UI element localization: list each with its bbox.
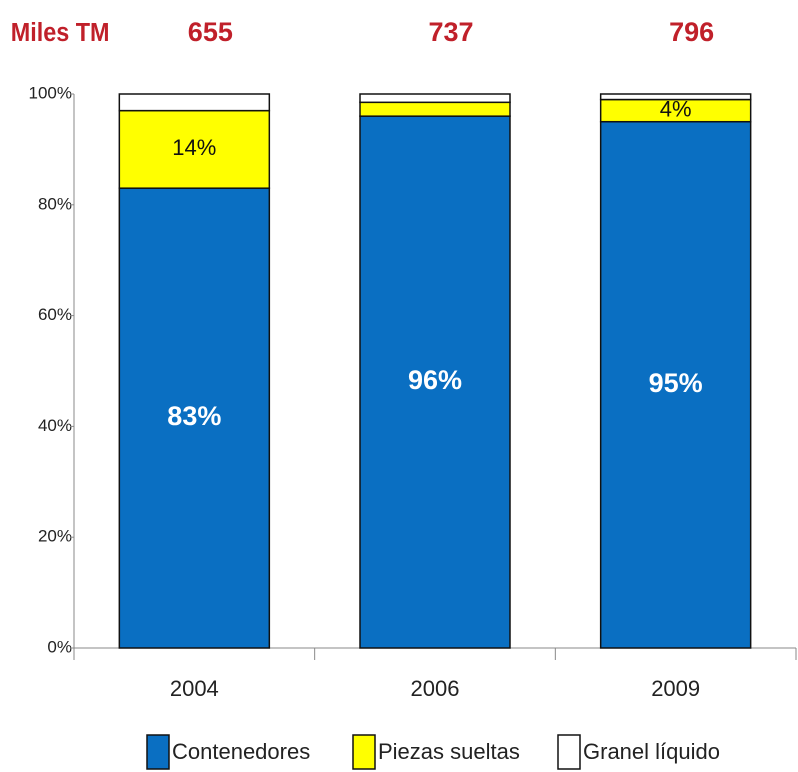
legend-swatch [146,734,170,770]
total-label: 796 [669,17,714,47]
legend-label: Granel líquido [583,739,720,764]
x-tick-label: 2006 [411,676,460,701]
bar-segment [359,101,511,117]
y-tick-label: 100% [29,83,72,102]
data-label: 95% [649,368,703,398]
y-tick-label: 0% [47,637,72,656]
legend-label: Contenedores [172,739,310,764]
legend-swatch [557,734,581,770]
data-label: 4% [660,96,692,121]
bar-segment [118,93,271,112]
total-label: 737 [428,17,473,47]
x-tick-label: 2009 [651,676,700,701]
y-tick-label: 20% [38,527,72,546]
y-tick-label: 60% [38,305,72,324]
x-tick-label: 2004 [170,676,219,701]
y-tick-label: 80% [38,194,72,213]
legend-label: Piezas sueltas [378,739,520,764]
bar-segment [359,93,511,104]
bar-segment [118,187,271,649]
totals-label: Miles TM [11,19,110,47]
legend-swatch [352,734,376,770]
total-label: 655 [188,17,233,47]
y-tick-label: 40% [38,416,72,435]
data-label: 96% [408,365,462,395]
bar-segment [599,93,752,101]
data-label: 83% [167,401,221,431]
data-label: 14% [172,135,216,160]
